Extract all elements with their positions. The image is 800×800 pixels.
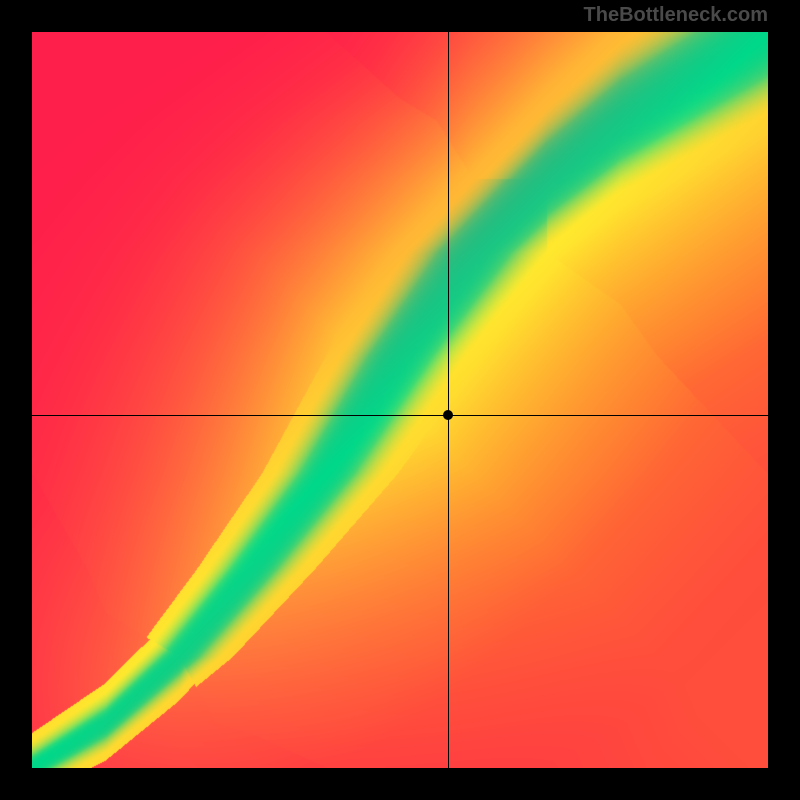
crosshair-horizontal [32, 415, 768, 416]
watermark-text: TheBottleneck.com [584, 4, 768, 27]
bottleneck-heatmap [32, 32, 768, 768]
crosshair-marker [443, 410, 453, 420]
crosshair-vertical [448, 32, 449, 768]
heatmap-plot-area [32, 32, 768, 768]
